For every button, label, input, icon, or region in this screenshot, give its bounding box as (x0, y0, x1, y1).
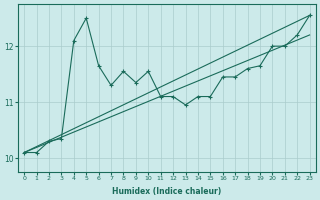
X-axis label: Humidex (Indice chaleur): Humidex (Indice chaleur) (112, 187, 221, 196)
